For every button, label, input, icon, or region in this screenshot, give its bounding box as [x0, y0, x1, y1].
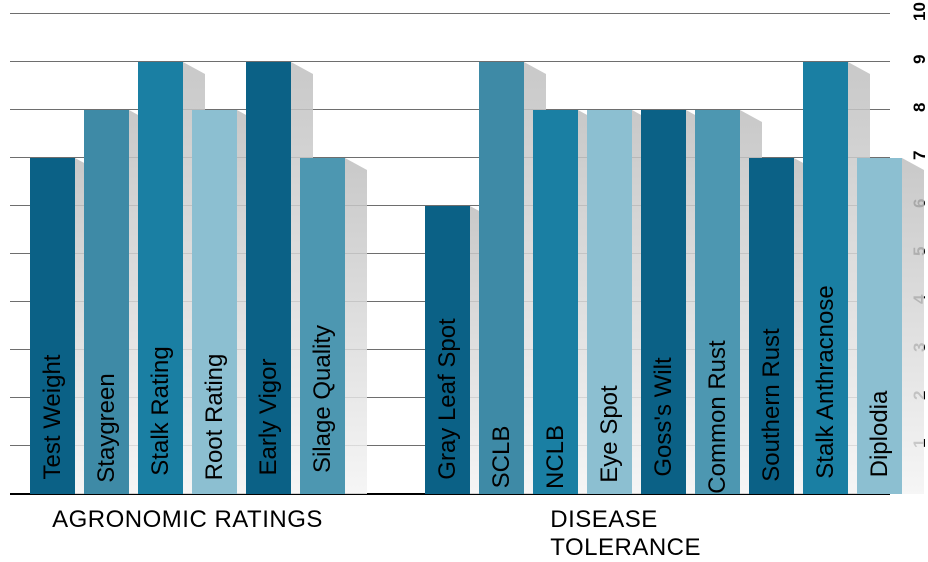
- bar-label: Stalk Anthracnose: [814, 285, 838, 478]
- chart-plot-area: 12345678910Test WeightStaygreenStalk Rat…: [10, 14, 890, 494]
- bar-label: Silage Quality: [311, 325, 335, 473]
- bar: Stalk Anthracnose: [803, 62, 848, 494]
- bar-label: Diplodia: [868, 391, 892, 478]
- bar: Test Weight: [30, 158, 75, 494]
- gridline: [10, 13, 890, 14]
- bar-label: Staygreen: [95, 373, 119, 482]
- bar-label: Goss's Wilt: [652, 357, 676, 476]
- bar: Diplodia: [857, 158, 902, 494]
- group-label: AGRONOMIC RATINGS: [52, 506, 323, 534]
- bar: Root Rating: [192, 110, 237, 494]
- bar-label: Stalk Rating: [149, 346, 173, 475]
- bar-label: NCLB: [544, 425, 568, 489]
- bar: Silage Quality: [300, 158, 345, 494]
- bar-label: Southern Rust: [760, 328, 784, 481]
- bar-label: Root Rating: [203, 353, 227, 480]
- bar: Early Vigor: [246, 62, 291, 494]
- bar: Eye Spot: [587, 110, 632, 494]
- bar: Goss's Wilt: [641, 110, 686, 494]
- bar-label: Common Rust: [706, 340, 730, 493]
- bar-label: Gray Leaf Spot: [436, 319, 460, 480]
- y-tick-label: 7: [910, 150, 928, 159]
- y-tick-label: 9: [910, 54, 928, 63]
- bar-label: SCLB: [490, 426, 514, 489]
- bar-shadow: [345, 158, 367, 494]
- bar-label: Test Weight: [41, 354, 65, 479]
- bar-label: Early Vigor: [257, 358, 281, 475]
- chart-stage: 12345678910Test WeightStaygreenStalk Rat…: [0, 0, 928, 553]
- bar-label: Eye Spot: [598, 385, 622, 482]
- bar-shadow: [902, 158, 924, 494]
- bar: Southern Rust: [749, 158, 794, 494]
- y-tick-label: 8: [910, 102, 928, 111]
- bar: Gray Leaf Spot: [425, 206, 470, 494]
- bar: Stalk Rating: [138, 62, 183, 494]
- group-label: DISEASE TOLERANCE: [550, 506, 777, 562]
- bar: Staygreen: [84, 110, 129, 494]
- bar: Common Rust: [695, 110, 740, 494]
- bar: NCLB: [533, 110, 578, 494]
- y-tick-label: 10: [910, 2, 928, 21]
- bar: SCLB: [479, 62, 524, 494]
